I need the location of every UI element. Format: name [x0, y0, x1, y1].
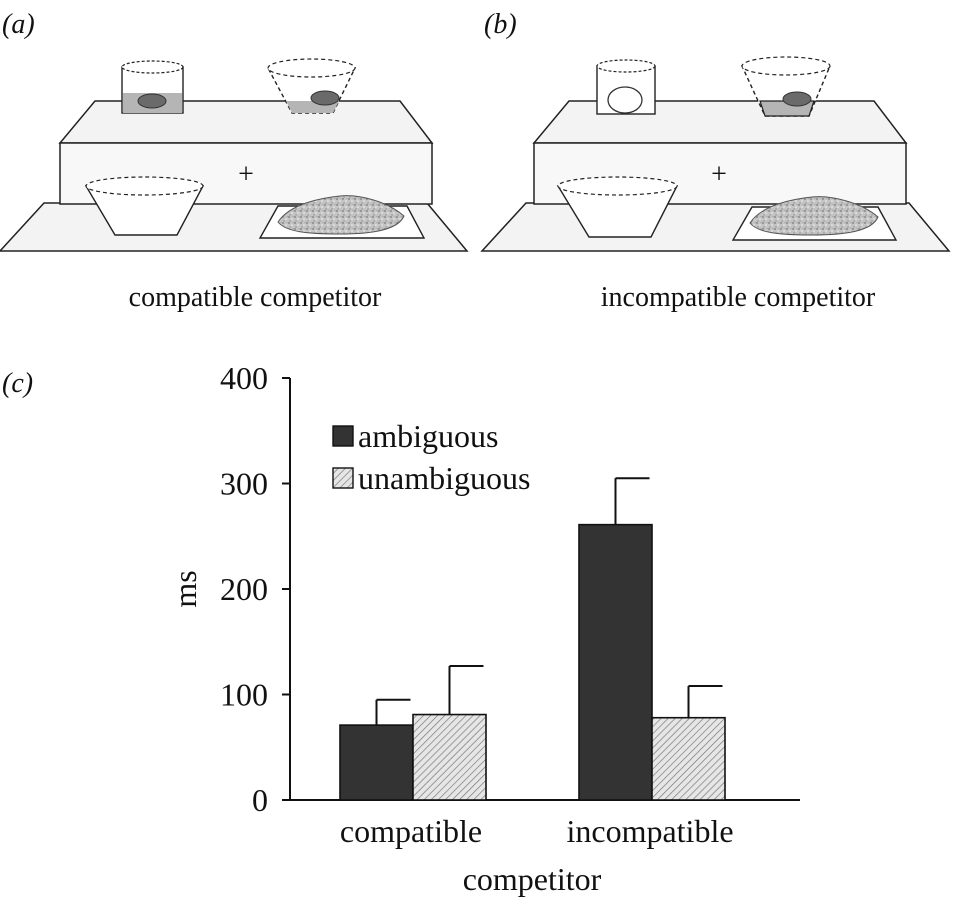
x-axis-label: competitor — [463, 861, 602, 897]
object-in-bowl — [310, 90, 340, 106]
panel-a-label: (a) — [2, 9, 35, 40]
panel-c: (c) 0 100 200 300 400 ms compatible incompatibl… — [2, 360, 800, 897]
bar-unambiguous-incompatible — [651, 716, 726, 801]
fixation-cross: + — [238, 159, 254, 190]
legend-label-unambiguous: unambiguous — [358, 460, 530, 496]
bar-ambiguous-incompatible — [578, 523, 653, 801]
bar-unambiguous-compatible — [412, 713, 487, 801]
panel-b: (b) + incompatible competitor — [480, 9, 951, 313]
scene-b-illustration: + — [480, 56, 951, 252]
object-on-glass — [607, 86, 643, 114]
panel-a-caption: compatible competitor — [129, 282, 382, 313]
y-axis-label: ms — [167, 570, 203, 607]
sand-pile — [749, 196, 879, 236]
legend-swatch-unambiguous — [332, 467, 354, 489]
shelf-top — [58, 100, 434, 144]
y-tick-label: 100 — [220, 677, 268, 713]
shelf-top — [532, 100, 908, 144]
y-tick-label: 200 — [220, 571, 268, 607]
panel-a: (a) + compatible competitor — [0, 9, 469, 313]
bar-chart: 0 100 200 300 400 ms compatible incompatible com… — [167, 360, 800, 897]
y-tick-label: 0 — [252, 782, 268, 818]
y-tick-label: 400 — [220, 360, 268, 396]
panel-b-label: (b) — [484, 9, 517, 40]
panel-c-label: (c) — [2, 368, 33, 399]
legend-label-ambiguous: ambiguous — [358, 418, 498, 454]
fixation-cross: + — [711, 159, 727, 190]
glass-icon — [596, 65, 656, 115]
object-in-glass — [137, 93, 167, 109]
object-in-bowl — [782, 91, 812, 107]
bar-ambiguous-compatible — [339, 724, 414, 801]
legend-swatch-ambiguous — [332, 425, 354, 447]
scene-a-illustration: + — [0, 58, 469, 252]
y-tick-label: 300 — [220, 466, 268, 502]
x-tick-label: incompatible — [566, 813, 733, 849]
sand-pile — [277, 195, 405, 235]
x-tick-label: compatible — [340, 813, 482, 849]
panel-b-caption: incompatible competitor — [601, 282, 876, 313]
